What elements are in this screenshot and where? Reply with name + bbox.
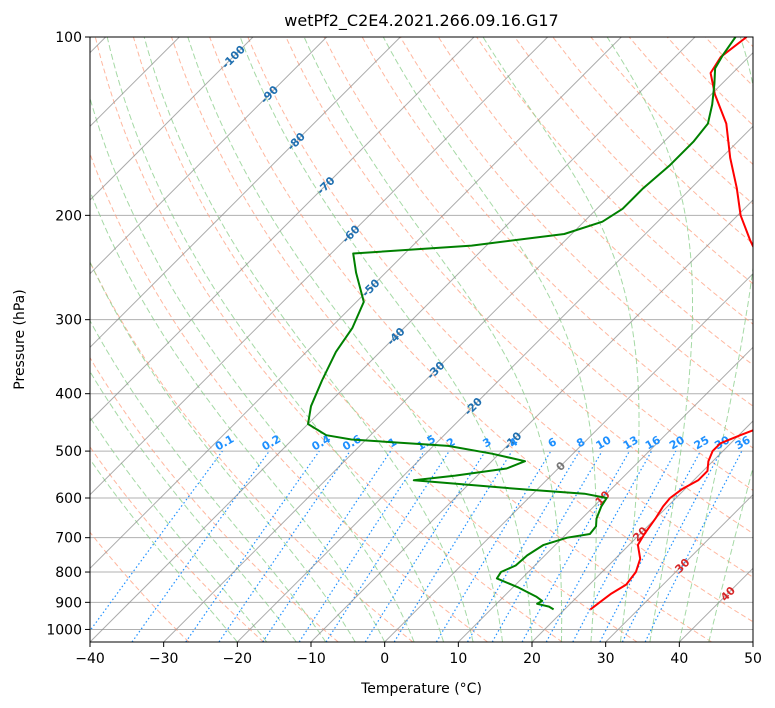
- y-tick-label: 400: [55, 387, 82, 403]
- x-tick-label: 50: [744, 651, 762, 667]
- moist-adiabat: [482, 37, 640, 642]
- moist-adiabat: [90, 189, 386, 642]
- mixing-ratio-line: [521, 450, 631, 642]
- dry-adiabat: [247, 37, 753, 578]
- x-tick-label: −40: [75, 651, 105, 667]
- mixing-ratio-line: [644, 450, 743, 642]
- chart-title: wetPf2_C2E4.2021.266.09.16.G17: [284, 11, 558, 31]
- dry-adiabat: [94, 37, 563, 642]
- plot-area: -100-90-80-70-60-50-40-30-20-10010203040…: [90, 37, 753, 642]
- x-tick-label: −10: [296, 651, 326, 667]
- moist-adiabat: [303, 37, 563, 642]
- y-tick-label: 100: [55, 30, 82, 46]
- isotherm-line: [90, 37, 401, 349]
- mixing-ratio-line: [325, 450, 450, 642]
- dry-adiabat: [399, 37, 753, 407]
- moist-adiabat: [90, 458, 238, 642]
- y-tick-label: 700: [55, 531, 82, 547]
- dry-adiabat: [437, 37, 753, 366]
- moist-adiabat: [382, 37, 597, 642]
- isotherm-line: [384, 272, 753, 642]
- moist-adiabat: [606, 37, 693, 642]
- isotherm-line: [90, 37, 475, 422]
- y-tick-label: 200: [55, 208, 82, 224]
- mixing-ratio-line: [185, 450, 320, 642]
- y-tick-label: 800: [55, 565, 82, 581]
- dry-adiabat: [90, 152, 488, 642]
- pressure-gridlines: [90, 37, 753, 630]
- x-tick-label: 20: [523, 651, 541, 667]
- temperature-profile: [589, 37, 753, 611]
- dry-adiabat: [209, 37, 753, 623]
- plot-frame: [89, 36, 754, 643]
- mixing-ratio-line: [393, 450, 513, 642]
- skewed-isotherms: [90, 37, 753, 642]
- x-axis: −40 −30 −20 −10 0 10 20 30 40 50: [75, 642, 762, 667]
- sounding-profiles: [307, 37, 753, 611]
- moist-adiabat: [106, 37, 445, 642]
- isotherm-line: [236, 125, 753, 642]
- x-tick-label: 40: [670, 651, 688, 667]
- mixing-ratio-line: [262, 450, 392, 642]
- isotherm-line: [605, 493, 753, 642]
- x-tick-label: −20: [223, 651, 253, 667]
- x-tick-label: −30: [149, 651, 179, 667]
- moist-adiabat: [90, 260, 356, 642]
- x-tick-label: 10: [449, 651, 467, 667]
- y-axis-title: Pressure (hPa): [12, 289, 28, 389]
- isotherm-line: [531, 420, 753, 642]
- moist-adiabat: [678, 37, 753, 642]
- x-tick-label: 0: [380, 651, 389, 667]
- y-axis: 100 200 300 400 500 600 700 800 900 1000: [46, 30, 90, 638]
- dry-adiabat: [514, 37, 753, 285]
- isotherm-line: [90, 37, 549, 496]
- moist-adiabat: [90, 370, 297, 642]
- mixing-ratio-lines: [90, 450, 743, 642]
- x-tick-label: 30: [597, 651, 615, 667]
- dry-adiabat: [132, 37, 638, 642]
- isotherm-line: [90, 37, 622, 570]
- y-tick-label: 300: [55, 313, 82, 329]
- isotherm-line: [90, 37, 328, 275]
- isotherm-line: [90, 37, 696, 642]
- x-axis-title: Temperature (°C): [360, 681, 482, 697]
- mixing-ratio-line: [218, 450, 351, 642]
- dry-adiabat: [285, 37, 753, 535]
- y-tick-label: 500: [55, 444, 82, 460]
- mixing-ratio-line: [90, 450, 223, 632]
- dry-adiabat: [90, 446, 264, 642]
- dewpoint-profile: [307, 37, 737, 611]
- mixing-ratio-line: [298, 450, 425, 642]
- y-tick-label: 900: [55, 595, 82, 611]
- moist-adiabat: [143, 37, 474, 642]
- mixing-ratio-line: [545, 450, 653, 642]
- dry-adiabat: [90, 356, 339, 642]
- isotherm-line: [163, 51, 753, 642]
- mixing-ratio-line: [572, 450, 677, 642]
- isotherm-line: [90, 37, 254, 201]
- dry-adiabat: [361, 37, 753, 449]
- isotherm-line: [310, 199, 753, 642]
- moist-adiabat: [90, 416, 268, 642]
- mixing-ratio-line: [131, 450, 270, 642]
- dry-adiabat: [323, 37, 753, 491]
- y-tick-label: 600: [55, 491, 82, 507]
- moist-adiabat: [187, 37, 503, 642]
- dry-adiabat: [90, 531, 190, 642]
- y-tick-label: 1000: [46, 622, 82, 638]
